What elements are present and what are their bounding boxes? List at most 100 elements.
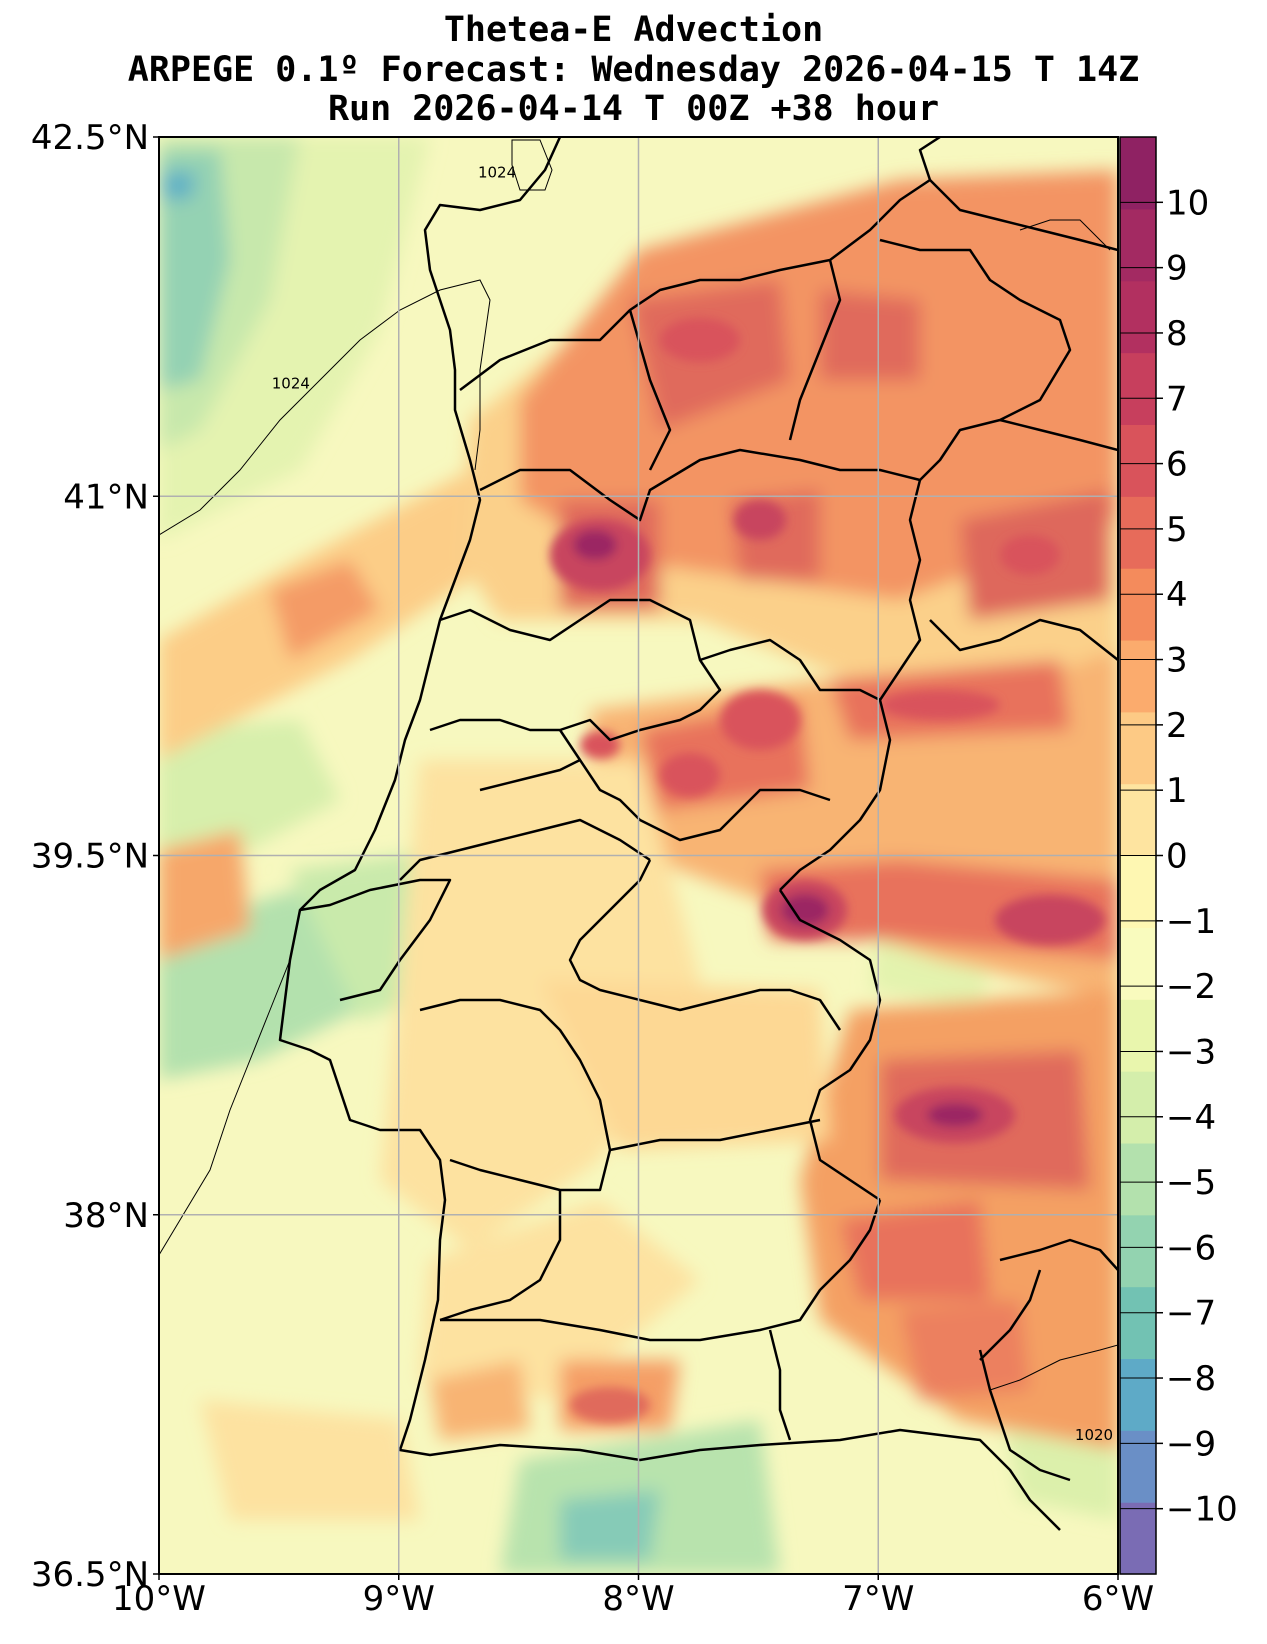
field-zone [880, 690, 1000, 720]
field-zone [159, 830, 250, 960]
colorbar-tick-label: −8 [1166, 1359, 1216, 1399]
field-zone [420, 1200, 700, 1400]
colorbar-swatches [1120, 137, 1156, 1575]
colorbar-swatch [1120, 568, 1156, 641]
colorbar-tick-label: 4 [1166, 575, 1188, 615]
lon-tick-label: 7°W [842, 1579, 914, 1619]
isobar [1019, 219, 1111, 251]
colorbar-tick-label: −1 [1166, 902, 1216, 942]
colorbar-tick-label: 5 [1166, 510, 1188, 550]
border [419, 998, 612, 1192]
isobar [989, 1344, 1118, 1391]
field-layer [159, 137, 1118, 1574]
field-zone [162, 172, 195, 200]
colorbar-swatch [1120, 1142, 1156, 1216]
lon-tick-label: 6°W [1082, 1579, 1154, 1619]
border [609, 1118, 821, 1152]
field-zone [734, 500, 786, 540]
colorbar-swatch [1120, 1358, 1156, 1431]
lat-tick-label: 41°N [63, 477, 149, 517]
isobar [159, 909, 301, 1256]
border [978, 1349, 1071, 1482]
lon-tick-label: 9°W [363, 1579, 435, 1619]
colorbar-tick-label: −7 [1166, 1294, 1216, 1334]
field-zone [1000, 535, 1060, 575]
colorbar-swatch [1120, 1286, 1156, 1360]
isobar [511, 139, 553, 191]
border [459, 137, 941, 391]
border [628, 309, 672, 471]
colorbar-tick-label: 3 [1166, 641, 1188, 681]
field-zone [781, 894, 829, 926]
border [778, 889, 882, 1202]
colorbar-tick-label: 7 [1166, 379, 1188, 419]
lat-tick-label: 42.5°N [31, 118, 149, 158]
isobar-layer [159, 139, 1118, 1391]
colorbar-swatch [1120, 208, 1156, 282]
colorbar-tick-label: −6 [1166, 1228, 1216, 1268]
colorbar-swatch [1120, 711, 1156, 785]
border [879, 238, 1072, 481]
field-zone [927, 1103, 983, 1127]
colorbar-tick-label: −4 [1166, 1098, 1216, 1138]
isobar-label: 1020 [1075, 1426, 1113, 1444]
colorbar-swatch [1120, 1214, 1156, 1288]
gridlines [159, 137, 1118, 1574]
field-zone [900, 1300, 1030, 1400]
forecast-subtitle: ARPEGE 0.1º Forecast: Wednesday 2026-04-… [127, 50, 1140, 90]
field-zone [995, 895, 1105, 945]
colorbar-swatch [1120, 496, 1156, 569]
isobar [159, 279, 491, 536]
field-zone [580, 731, 620, 759]
colorbar-tick-label: −2 [1166, 967, 1216, 1007]
colorbar-tick-label: 9 [1166, 249, 1188, 289]
border [479, 758, 581, 792]
isobar-label: 1024 [478, 164, 516, 182]
field-zone [660, 753, 720, 797]
border [929, 179, 1118, 252]
colorbar-tick-label: 8 [1166, 314, 1188, 354]
run-subtitle: Run 2026-04-14 T 00Z +38 hour [327, 89, 940, 129]
colorbar-swatch [1120, 639, 1156, 713]
field-zone [520, 170, 1118, 600]
field-zone [820, 290, 920, 380]
border [429, 598, 722, 742]
colorbar-tick-label: −5 [1166, 1163, 1216, 1203]
colorbar-tick-label: 0 [1166, 837, 1188, 877]
colorbar-swatch [1120, 280, 1156, 354]
colorbar-tick-label: 2 [1166, 706, 1188, 746]
border [788, 259, 842, 441]
border [768, 1329, 792, 1441]
colorbar-tick-label: −10 [1166, 1490, 1238, 1530]
colorbar-swatch [1120, 1071, 1156, 1144]
field-zone [573, 530, 617, 560]
field-zone [159, 150, 230, 390]
border [399, 818, 651, 881]
coastline [278, 137, 1061, 1531]
field-zone [570, 1387, 650, 1423]
colorbar-tick-label: 6 [1166, 445, 1188, 485]
colorbar-swatch [1120, 1502, 1156, 1575]
colorbar-swatch [1120, 137, 1156, 210]
border [568, 859, 652, 1002]
colorbar-swatch [1120, 999, 1156, 1072]
axis-labels: 10°W 9°W 8°W 7°W 6°W 42.5°N 41°N 39.5°N 38°N 36.5… [31, 118, 1154, 1619]
coastline [299, 878, 452, 1002]
lat-tick-label: 38°N [63, 1196, 149, 1236]
colorbar-tick-label: 1 [1166, 771, 1188, 811]
lon-tick-label: 10°W [112, 1579, 206, 1619]
border [929, 618, 1118, 661]
border [639, 988, 842, 1031]
colorbar-swatch [1120, 783, 1156, 857]
colorbar-swatch [1120, 352, 1156, 425]
colorbar-tick-label: 10 [1166, 183, 1209, 223]
border [439, 1190, 562, 1322]
field-zone [200, 1400, 420, 1520]
field-zone [660, 318, 740, 362]
field-zone [270, 560, 380, 660]
border [979, 1269, 1042, 1361]
field-zone [720, 690, 800, 750]
